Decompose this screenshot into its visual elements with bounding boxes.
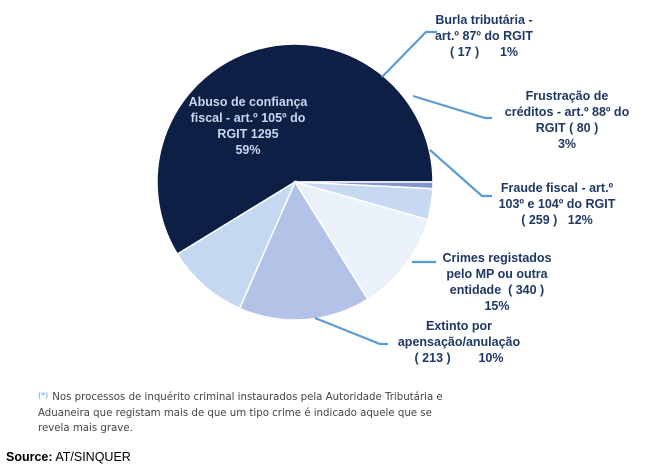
source-label: Source:: [6, 450, 53, 464]
slice-label-line: RGIT 1295: [217, 127, 278, 141]
slice-label-line: créditos - art.º 88º do: [505, 105, 630, 119]
pie-slice-abuso-de-confianca: [156, 43, 434, 256]
slice-label-line: art.º 87º do RGIT: [435, 29, 533, 43]
slice-labels: Abuso de confiança fiscal - art.º 105º do…: [189, 13, 630, 365]
pie-slice-extinto-por: [176, 180, 297, 310]
slice-label-line: entidade ( 340 ): [450, 283, 544, 297]
slice-label-line: RGIT ( 80 ): [536, 121, 599, 135]
slice-label-line: 103º e 104º do RGIT: [499, 197, 616, 211]
pie-chart: Abuso de confiança fiscal - art.º 105º do…: [156, 13, 630, 365]
slice-label-abuso-de-confianca: Abuso de confiança fiscal - art.º 105º do…: [189, 95, 309, 157]
slice-label-line: pelo MP ou outra: [446, 267, 548, 281]
leader-line-extinto-por: [314, 316, 388, 346]
slice-label-line: fiscal - art.º 105º do: [191, 111, 306, 125]
leader-line-fraude-fiscal-art: [429, 149, 492, 198]
slice-label-line: Burla tributária -: [435, 13, 532, 27]
slice-label-line: 3%: [558, 137, 576, 151]
slice-label-crimes-registados: Crimes registados pelo MP ou outra entidad…: [442, 251, 551, 313]
slice-label-extinto-por: Extinto por apensação/anulação ( 213 ) 10%: [398, 319, 521, 365]
pie-slice-fraude-fiscal-art: [293, 180, 429, 301]
footnote: (*) Nos processos de inquérito criminal i…: [38, 388, 458, 437]
slice-label-line: ( 259 ) 12%: [521, 213, 593, 227]
leader-line-frustracao-de: [412, 94, 492, 120]
slice-label-line: 59%: [235, 143, 260, 157]
slice-label-line: apensação/anulação: [398, 335, 521, 349]
slice-label-line: Fraude fiscal - art.º: [501, 181, 614, 195]
slice-label-line: Abuso de confiança: [189, 95, 309, 109]
slice-label-line: 15%: [484, 299, 509, 313]
pie-slices: [156, 43, 434, 321]
slice-label-burla-tributaria: Burla tributária - art.º 87º do RGIT ( 17 …: [435, 13, 533, 59]
slice-label-fraude-fiscal-art: Fraude fiscal - art.º 103º e 104º do RGIT…: [499, 181, 616, 227]
slice-label-frustracao-de: Frustração de créditos - art.º 88º do RGIT…: [505, 89, 630, 151]
source-line: Source: AT/SINQUER: [6, 450, 131, 464]
pie-slice-crimes-registados: [238, 180, 369, 321]
slice-label-line: Extinto por: [426, 319, 492, 333]
source-text: AT/SINQUER: [55, 450, 131, 464]
footnote-text: Nos processos de inquérito criminal inst…: [38, 392, 443, 434]
slice-label-line: ( 17 ) 1%: [450, 45, 518, 59]
leader-line-burla-tributaria: [381, 30, 437, 78]
leader-lines: [314, 30, 492, 346]
footnote-marker: (*): [38, 391, 49, 400]
slice-label-line: Frustração de: [526, 89, 609, 103]
slice-label-line: ( 213 ) 10%: [415, 351, 504, 365]
slice-label-line: Crimes registados: [442, 251, 551, 265]
